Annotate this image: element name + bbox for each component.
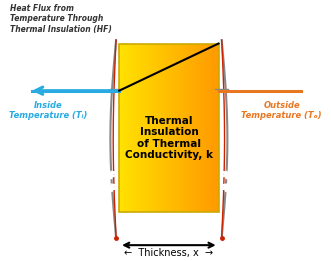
Bar <box>147 44 148 212</box>
Bar <box>163 44 165 212</box>
Bar <box>208 44 209 212</box>
Bar <box>137 44 138 212</box>
Bar <box>217 44 219 212</box>
Text: Inside
Temperature (Tᵢ): Inside Temperature (Tᵢ) <box>9 101 87 120</box>
Bar <box>140 44 142 212</box>
Bar <box>216 44 218 212</box>
Bar <box>204 44 206 212</box>
Bar <box>128 44 130 212</box>
Bar <box>180 44 182 212</box>
Bar <box>158 44 160 212</box>
Bar <box>174 44 176 212</box>
Bar <box>190 44 192 212</box>
Bar <box>165 44 167 212</box>
Bar <box>205 44 207 212</box>
Bar <box>123 44 125 212</box>
Bar <box>130 44 132 212</box>
Bar <box>127 44 128 212</box>
Bar <box>206 44 208 212</box>
Bar <box>169 44 171 212</box>
Bar <box>149 44 151 212</box>
Bar <box>159 44 161 212</box>
Bar <box>196 44 198 212</box>
Bar <box>193 44 194 212</box>
Bar <box>138 44 140 212</box>
Bar <box>157 44 158 212</box>
Bar <box>181 44 183 212</box>
Bar <box>213 44 214 212</box>
Bar <box>186 44 188 212</box>
Bar <box>152 44 153 212</box>
Bar <box>184 44 186 212</box>
Bar <box>189 44 191 212</box>
Bar <box>171 44 173 212</box>
Text: Thermal
Insulation
of Thermal
Conductivity, k: Thermal Insulation of Thermal Conductivi… <box>125 116 213 160</box>
Bar <box>179 44 181 212</box>
Bar <box>198 44 199 212</box>
Bar <box>125 44 127 212</box>
Bar <box>201 44 203 212</box>
Bar <box>170 44 172 212</box>
Bar <box>191 44 193 212</box>
Bar <box>164 44 166 212</box>
Bar <box>119 44 121 212</box>
Bar <box>200 44 202 212</box>
Bar <box>182 44 184 212</box>
Bar <box>153 44 155 212</box>
Bar <box>211 44 213 212</box>
Bar <box>119 44 218 212</box>
Bar <box>194 44 196 212</box>
Text: Heat Flux from
Temperature Through
Thermal Insulation (HF): Heat Flux from Temperature Through Therm… <box>10 4 112 34</box>
Bar <box>122 44 123 212</box>
Bar <box>148 44 150 212</box>
Bar <box>175 44 177 212</box>
Bar <box>135 44 137 212</box>
Bar <box>172 44 174 212</box>
Bar <box>142 44 143 212</box>
Bar <box>132 44 133 212</box>
Bar <box>120 44 122 212</box>
Bar <box>145 44 147 212</box>
Bar <box>162 44 163 212</box>
Bar <box>167 44 169 212</box>
Bar <box>160 44 162 212</box>
Bar <box>139 44 141 212</box>
Bar <box>209 44 211 212</box>
Bar <box>199 44 201 212</box>
Bar <box>210 44 212 212</box>
Bar <box>203 44 204 212</box>
Bar <box>155 44 157 212</box>
Bar <box>195 44 197 212</box>
Bar <box>177 44 179 212</box>
Bar <box>133 44 135 212</box>
Bar <box>185 44 187 212</box>
Bar <box>166 44 168 212</box>
Text: Outside
Temperature (Tₒ): Outside Temperature (Tₒ) <box>241 101 322 120</box>
Bar <box>187 44 189 212</box>
Bar <box>213 44 215 212</box>
Bar <box>129 44 131 212</box>
Bar <box>154 44 156 212</box>
Bar <box>143 44 145 212</box>
Bar <box>150 44 152 212</box>
Bar <box>215 44 217 212</box>
Bar <box>134 44 136 212</box>
Text: ←  Thickness, x  →: ← Thickness, x → <box>124 248 213 258</box>
Bar <box>176 44 178 212</box>
Bar <box>144 44 146 212</box>
Bar <box>124 44 126 212</box>
